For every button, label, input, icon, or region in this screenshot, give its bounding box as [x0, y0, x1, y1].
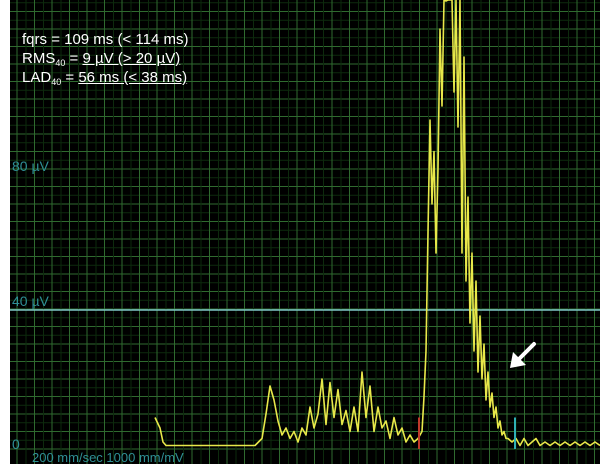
fqrs-value: = 109 ms (< 114 ms): [51, 31, 189, 48]
y-label-80: 80 µV: [12, 158, 49, 174]
y-label-40: 40 µV: [12, 293, 49, 309]
signal-trace: [154, 0, 600, 447]
rms-equals: =: [69, 50, 79, 67]
fqrs-row: fqrs = 109 ms (< 114 ms): [22, 30, 188, 49]
lad-label: LAD: [22, 69, 52, 86]
rms-label: RMS: [22, 50, 56, 67]
grid: [10, 0, 600, 464]
lad-subscript: 40: [51, 77, 62, 87]
rms-value: 9 µV (> 20 µV): [82, 50, 181, 67]
arrow-down-left-icon: [510, 342, 536, 368]
plot-background: [10, 0, 600, 464]
lad-value: 56 ms (< 38 ms): [78, 69, 188, 86]
measurement-panel: fqrs = 109 ms (< 114 ms) RMS40 = 9 µV (>…: [22, 30, 188, 87]
y-label-0: 0: [12, 436, 20, 452]
lad-equals: =: [65, 69, 75, 86]
rms-row: RMS40 = 9 µV (> 20 µV): [22, 49, 188, 68]
lad-row: LAD40 = 56 ms (< 38 ms): [22, 68, 188, 87]
scale-footer: 200 mm/sec 1000 mm/mV: [32, 450, 184, 465]
rms-subscript: 40: [55, 58, 66, 68]
fqrs-label: fqrs: [22, 31, 48, 48]
